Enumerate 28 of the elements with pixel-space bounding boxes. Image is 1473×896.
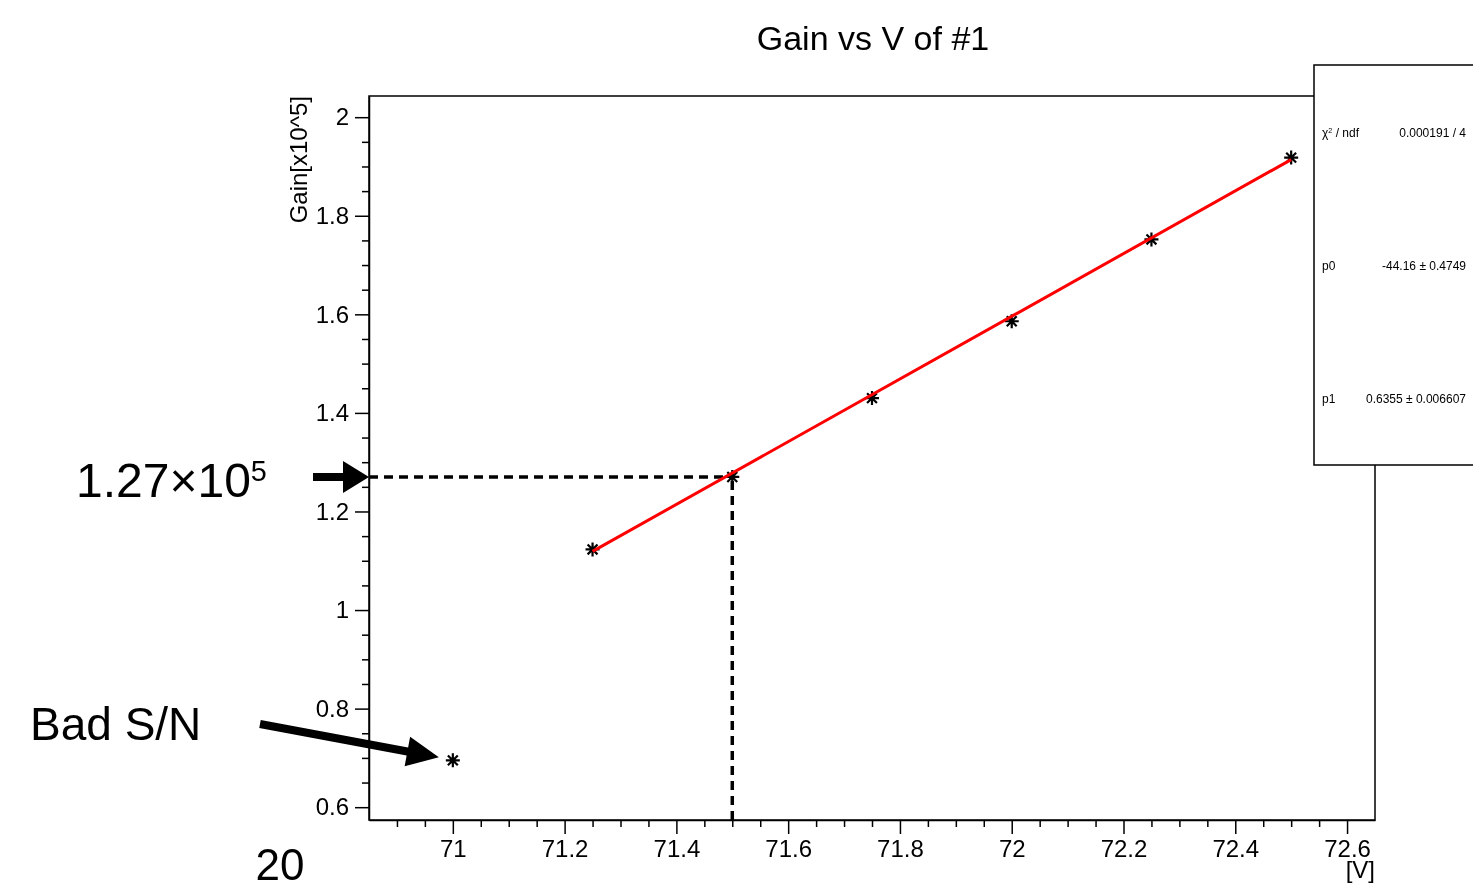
y-tick-label: 0.6 [315, 793, 349, 821]
x-tick-label: 71.6 [765, 835, 813, 863]
annotation: 0.6355 ± 0.006607 [1365, 392, 1467, 406]
annotation: χ$^{2}$ / ndf [1322, 125, 1360, 140]
y-tick-label: 2 [335, 103, 349, 131]
y-tick-label: 1.2 [315, 497, 349, 525]
annotation: p1 [1322, 392, 1336, 406]
y-tick-label: 0.8 [315, 694, 349, 722]
x-tick-label: 72 [998, 835, 1026, 863]
text: 0.000191 / 4 [1399, 126, 1466, 140]
x-axis-title: [V] [1345, 856, 1375, 883]
text: 1.27×10$^{5}$ [76, 453, 267, 507]
x-tick-label: 72.4 [1212, 835, 1260, 863]
y-tick-label: 1.6 [315, 300, 349, 328]
text: 20 [255, 840, 305, 889]
x-tick-label: 71.8 [877, 835, 924, 863]
text: -44.16 ± 0.4749 [1382, 259, 1466, 273]
chart-title: Gain vs V of #1 [756, 19, 990, 57]
x-tick-label: 71.2 [541, 835, 589, 863]
y-tick-label: 1.4 [315, 399, 349, 427]
x-tick-label: 72.2 [1100, 835, 1148, 863]
x-tick-label: 71.4 [653, 835, 701, 863]
annotation: p0 [1322, 259, 1336, 273]
y-tick-label: 1.8 [315, 201, 349, 229]
x-tick-label: 71 [439, 835, 467, 863]
y-axis-title: Gain[x10^5] [285, 96, 312, 224]
text: Bad S/N [30, 698, 202, 750]
y-tick-label: 1 [335, 596, 349, 624]
